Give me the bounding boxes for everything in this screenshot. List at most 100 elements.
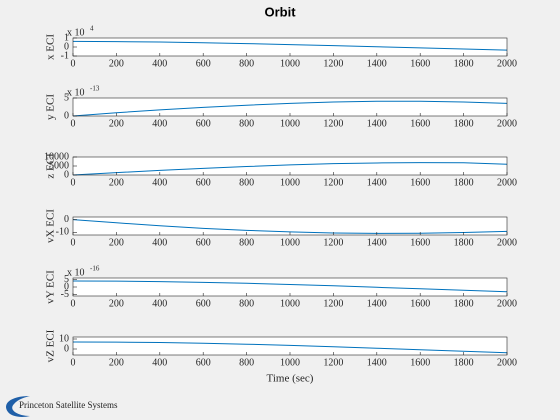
x-tick-label: 1400 [367,298,387,309]
y-tick-label: 5 [64,274,69,285]
x-tick-label: 1000 [280,118,300,129]
y-multiplier-base: x 10 [67,267,85,278]
data-line [72,40,508,51]
y-tick-label: 10000 [44,151,69,162]
y-multiplier-base: x 10 [67,87,85,98]
x-tick-label: 1600 [410,58,430,69]
y-tick-label: 0 [64,41,69,52]
y-axis-label: y ECI [45,94,57,120]
x-tick-label: 400 [152,357,167,368]
x-tick-label: 0 [71,237,76,248]
plot-area [73,337,507,355]
x-tick-label: 600 [196,58,211,69]
x-tick-label: 2000 [497,177,517,188]
x-tick-label: 1200 [323,237,343,248]
plot-area [73,98,507,116]
x-tick-label: 2000 [497,298,517,309]
x-tick-label: 200 [109,118,124,129]
logo-swoosh [6,396,30,417]
x-tick-label: 0 [71,58,76,69]
x-tick-label: 1000 [280,357,300,368]
x-tick-label: 1400 [367,118,387,129]
y-tick-label: 0 [64,214,69,225]
x-tick-label: 200 [109,237,124,248]
x-tick-label: 800 [239,298,254,309]
x-tick-label: 2000 [497,237,517,248]
x-tick-label: 600 [196,298,211,309]
x-tick-label: 400 [152,118,167,129]
x-tick-label: 200 [109,58,124,69]
x-tick-label: 800 [239,177,254,188]
y-multiplier-power: -13 [90,85,100,93]
data-line [72,341,508,354]
x-tick-label: 1200 [323,118,343,129]
x-tick-label: 1000 [280,298,300,309]
x-tick-label: 200 [109,298,124,309]
data-line [72,280,508,293]
x-tick-label: 1200 [323,58,343,69]
logo-text: Princeton Satellite Systems [19,400,118,410]
x-tick-label: 600 [196,357,211,368]
x-tick-label: 1600 [410,298,430,309]
x-tick-label: 1600 [410,177,430,188]
y-tick-label: 0 [64,169,69,180]
y-tick-label: -5 [61,289,69,300]
y-axis-label: vY ECI [45,270,57,304]
y-tick-label: 0 [64,110,69,121]
x-tick-label: 1800 [454,298,474,309]
x-tick-label: 600 [196,237,211,248]
data-line [72,219,508,234]
x-tick-label: 1000 [280,237,300,248]
x-tick-label: 400 [152,237,167,248]
x-tick-label: 2000 [497,58,517,69]
y-axis-label: vX ECI [45,209,57,243]
x-tick-label: 400 [152,58,167,69]
x-tick-label: 1000 [280,177,300,188]
x-tick-label: 800 [239,58,254,69]
y-tick-label: 1 [64,32,69,43]
y-tick-label: -10 [56,227,69,238]
x-tick-label: 800 [239,118,254,129]
y-tick-label: 5 [64,92,69,103]
x-tick-label: 400 [152,177,167,188]
y-axis-label: x ECI [45,34,57,60]
x-tick-label: 2000 [497,118,517,129]
figure-title: Orbit [264,4,296,19]
x-tick-label: 1200 [323,298,343,309]
y-multiplier-base: x 10 [67,27,85,38]
x-tick-label: 200 [109,357,124,368]
x-tick-label: 1400 [367,237,387,248]
y-tick-label: 0 [64,281,69,292]
y-tick-label: 5000 [49,160,69,171]
x-tick-label: 1000 [280,58,300,69]
x-tick-label: 1600 [410,357,430,368]
x-tick-label: 1800 [454,58,474,69]
plot-area [73,157,507,175]
plot-area [73,217,507,235]
y-multiplier-power: -16 [90,265,100,273]
x-tick-label: 1400 [367,177,387,188]
x-tick-label: 0 [71,357,76,368]
x-tick-label: 1800 [454,118,474,129]
x-tick-label: 800 [239,237,254,248]
x-tick-label: 1800 [454,237,474,248]
x-tick-label: 1400 [367,58,387,69]
x-tick-label: 0 [71,177,76,188]
x-tick-label: 0 [71,298,76,309]
x-tick-label: 400 [152,298,167,309]
x-tick-label: 1200 [323,357,343,368]
x-tick-label: 0 [71,118,76,129]
y-tick-label: 10 [59,333,69,344]
x-tick-label: 1600 [410,237,430,248]
data-line [72,100,508,117]
y-axis-label: vZ ECI [45,329,57,362]
x-tick-label: 600 [196,118,211,129]
x-tick-label: 200 [109,177,124,188]
data-line [72,162,508,176]
y-tick-label: 0 [64,343,69,354]
x-tick-label: 1400 [367,357,387,368]
x-tick-label: 1600 [410,118,430,129]
y-axis-label: z ECI [45,153,57,179]
x-tick-label: 2000 [497,357,517,368]
